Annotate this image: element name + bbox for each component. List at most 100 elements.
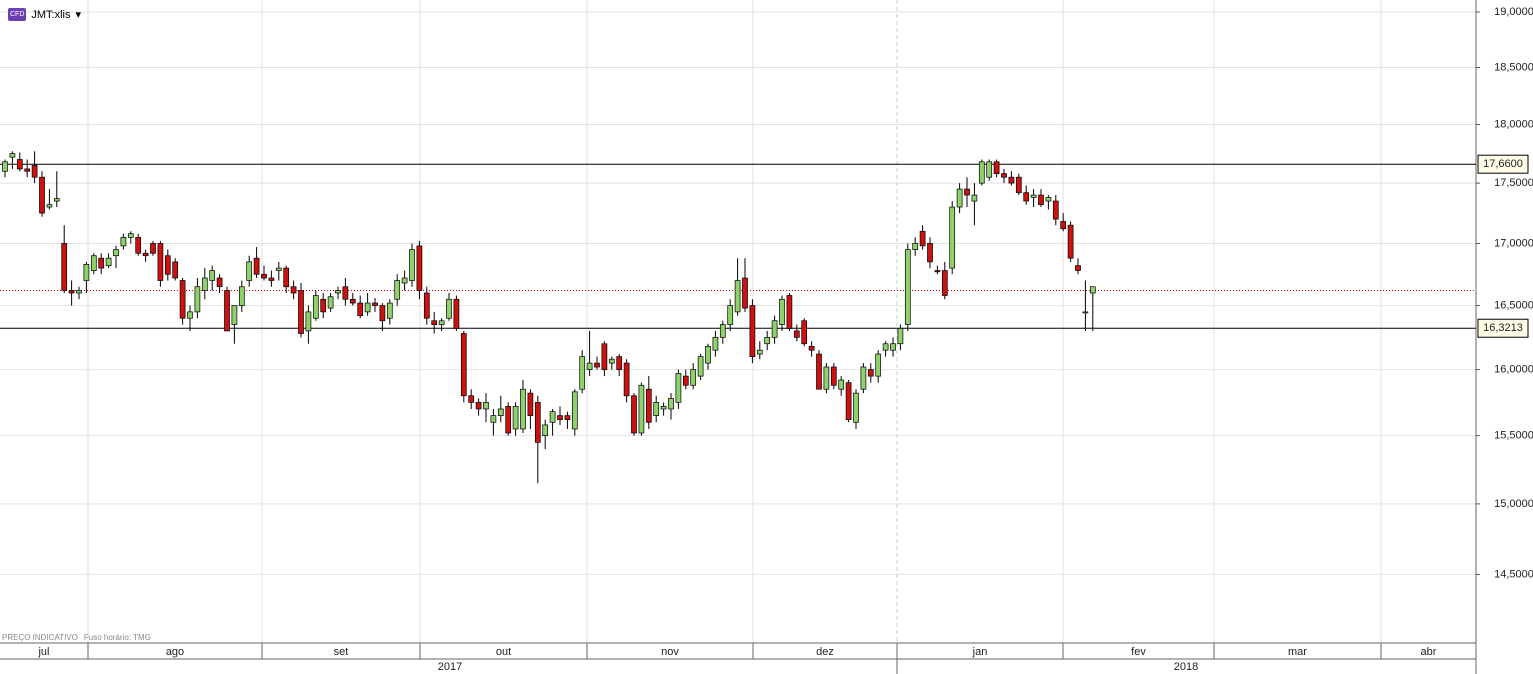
candle-body <box>527 392 534 416</box>
candle-body <box>187 311 193 319</box>
candle-body <box>912 243 919 250</box>
month-label: abr <box>1421 646 1437 658</box>
candle-body <box>897 328 904 345</box>
candle-body <box>9 153 16 158</box>
candle-body <box>1089 286 1096 294</box>
candle-body <box>779 298 785 325</box>
candle-body <box>719 324 726 338</box>
candle-body <box>978 161 985 184</box>
y-tick-label: 18,5000 <box>1494 61 1533 73</box>
candle-body <box>505 405 512 434</box>
candle-body <box>697 356 704 377</box>
candle-body <box>1001 173 1007 178</box>
candle-body <box>875 353 882 377</box>
candle-body <box>853 392 859 423</box>
candle-body <box>793 330 800 338</box>
candle-body <box>105 257 112 266</box>
candle-body <box>31 165 38 178</box>
candle-body <box>386 302 393 319</box>
candle-body <box>860 366 867 390</box>
candle-body <box>993 161 1000 174</box>
candle-body <box>483 402 489 410</box>
candle-body <box>1030 194 1037 198</box>
candle-body <box>157 243 164 281</box>
y-tick-label: 17,5000 <box>1494 177 1533 189</box>
candle-body <box>290 286 297 294</box>
candle-body <box>1023 192 1030 202</box>
candle-body <box>46 204 53 208</box>
candle-body <box>253 257 260 275</box>
month-label: jul <box>37 646 49 658</box>
candle-body <box>727 305 734 325</box>
price-note: PREÇO INDICATIVO <box>2 633 78 642</box>
candle-body <box>364 302 371 313</box>
symbol-header[interactable]: CFD JMT:xlis ▾ <box>8 8 81 21</box>
candle-body <box>16 159 23 170</box>
candle-body <box>446 298 452 319</box>
year-label: 2018 <box>1174 661 1198 673</box>
candle-body <box>83 264 90 281</box>
footnote: PREÇO INDICATIVO Fuso horário: TMG <box>2 633 151 642</box>
candle-body <box>209 270 216 281</box>
candle-body <box>401 277 408 284</box>
candle-body <box>142 252 149 257</box>
candle-body <box>379 305 386 322</box>
candle-body <box>867 369 874 377</box>
month-label: mar <box>1288 646 1307 658</box>
candle-body <box>98 257 105 269</box>
candle-body <box>512 405 519 430</box>
candle-body <box>823 366 830 390</box>
candle-body <box>460 333 467 397</box>
candle-body <box>268 277 275 281</box>
candle-body <box>127 233 134 238</box>
candle-body <box>283 267 290 288</box>
y-tick-label: 18,0000 <box>1494 118 1533 130</box>
candle-body <box>39 176 45 214</box>
candle-body <box>601 343 608 370</box>
month-label: out <box>496 646 511 658</box>
candle-body <box>76 290 82 294</box>
candle-body <box>586 362 593 370</box>
candle-body <box>557 415 563 420</box>
candle-body <box>882 343 889 351</box>
candle-body <box>357 302 364 317</box>
year-label: 2017 <box>438 661 462 673</box>
candle-body <box>579 356 586 390</box>
candle-body <box>571 391 578 430</box>
y-tick-label: 15,5000 <box>1494 430 1533 442</box>
candle-body <box>312 295 319 319</box>
candle-body <box>608 358 615 364</box>
candle-body <box>298 290 304 334</box>
candle-body <box>631 395 637 434</box>
month-label: fev <box>1131 646 1146 658</box>
candle-body <box>816 353 822 390</box>
candle-body <box>1067 224 1074 259</box>
candle-body <box>534 402 541 443</box>
candle-body <box>668 398 674 410</box>
candle-body <box>61 243 68 291</box>
symbol[interactable]: JMT:xlis <box>31 8 71 21</box>
candle-body <box>564 415 571 420</box>
month-label: set <box>334 646 349 658</box>
candle-body <box>216 277 223 288</box>
candle-body <box>372 302 378 306</box>
dropdown-arrow[interactable]: ▾ <box>75 9 82 21</box>
candle-body <box>238 286 245 306</box>
candle-body <box>682 375 689 386</box>
candle-body <box>749 305 756 357</box>
candle-body <box>638 384 645 434</box>
candle-body <box>224 290 230 332</box>
candle-body <box>623 362 630 397</box>
month-label: nov <box>661 646 679 658</box>
candle-body <box>964 188 970 196</box>
candle-body <box>431 320 438 325</box>
candle-body <box>934 270 941 273</box>
candle-body <box>808 345 815 351</box>
candle-body <box>786 295 793 329</box>
y-tick-label: 17,0000 <box>1494 237 1533 249</box>
candle-body <box>164 255 171 275</box>
y-tick-label: 16,0000 <box>1494 364 1533 376</box>
candle-body <box>172 261 179 279</box>
